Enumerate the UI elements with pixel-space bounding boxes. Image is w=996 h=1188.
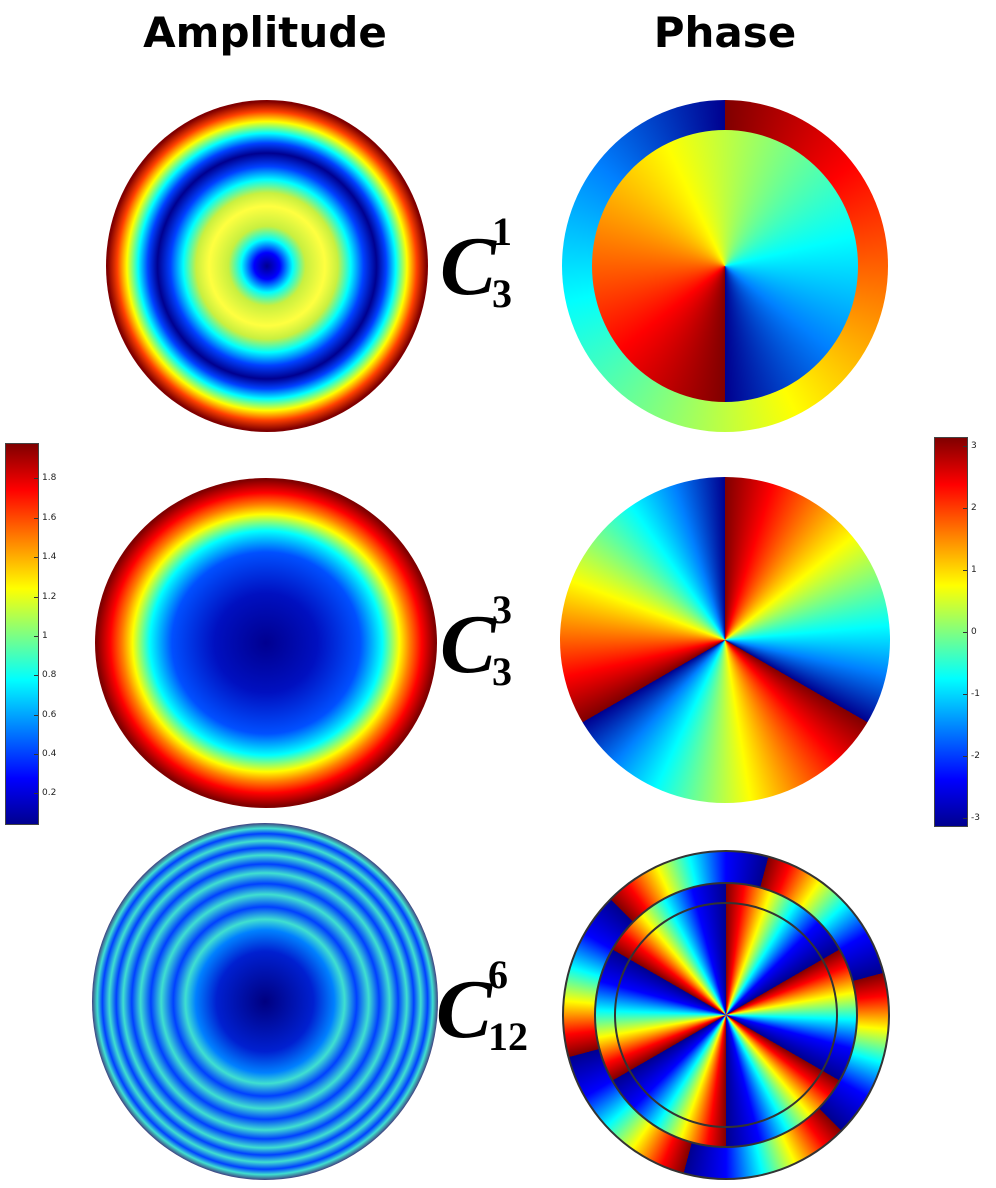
phase-colorbar [934,437,968,827]
colorbar-tick-label: 1.4 [42,552,57,563]
colorbar-tick [963,569,967,571]
phase-disc [560,477,890,803]
colorbar-tick-label: 0.4 [42,749,57,760]
colorbar-tick-label: 0.6 [42,709,57,720]
mode-subscript: 12 [488,1014,528,1059]
mode-superscript: 3 [492,587,512,632]
colorbar-tick-label: 1 [971,564,977,575]
colorbar-tick [963,756,967,758]
colorbar-tick-label: -2 [971,751,980,762]
colorbar-tick [34,635,38,637]
phase-disc [562,100,888,432]
colorbar-tick-label: 0 [971,627,977,637]
colorbar-tick-label: -1 [971,689,980,700]
colorbar-tick [34,478,38,480]
mode-letter: C [440,598,497,691]
mode-superscript: 6 [488,952,508,997]
colorbar-tick-label: 1.8 [42,473,57,484]
phase-inner-disc [592,130,858,402]
colorbar-tick [963,445,967,447]
colorbar-tick [963,507,967,509]
colorbar-tick-label: 1.6 [42,512,57,523]
colorbar-tick [963,694,967,696]
mode-subscript: 3 [492,271,512,316]
column-title: Amplitude [143,8,387,57]
colorbar-tick-label: 0.2 [42,788,57,799]
colorbar-tick-label: 2 [971,502,977,513]
mode-label: C 3 3 [440,590,550,700]
colorbar-tick-label: -3 [971,813,980,824]
colorbar-tick [963,818,967,820]
phase-inner-disc [614,902,838,1128]
colorbar-tick [34,714,38,716]
colorbar-tick-label: 0.8 [42,670,57,681]
mode-letter: C [436,963,493,1056]
colorbar-tick-label: 3 [971,440,977,451]
mode-superscript: 1 [492,209,512,254]
colorbar-tick [34,596,38,598]
amplitude-colorbar [5,443,39,825]
amplitude-disc [106,100,428,432]
colorbar-tick [963,632,967,633]
amplitude-disc [92,823,438,1180]
amplitude-disc [95,478,437,808]
colorbar-tick [34,517,38,519]
colorbar-tick-label: 1 [42,630,48,641]
colorbar-tick [34,793,38,795]
column-title: Phase [653,8,797,57]
mode-label: C 1 3 [440,212,550,322]
mode-subscript: 3 [492,649,512,694]
phase-inner-ring [594,882,858,1148]
mode-label: C 6 12 [436,955,546,1065]
colorbar-tick [34,675,38,677]
colorbar-tick-label: 1.2 [42,591,57,602]
colorbar-tick [34,557,38,559]
colorbar-tick [34,754,38,756]
phase-disc [562,850,890,1180]
mode-letter: C [440,220,497,313]
